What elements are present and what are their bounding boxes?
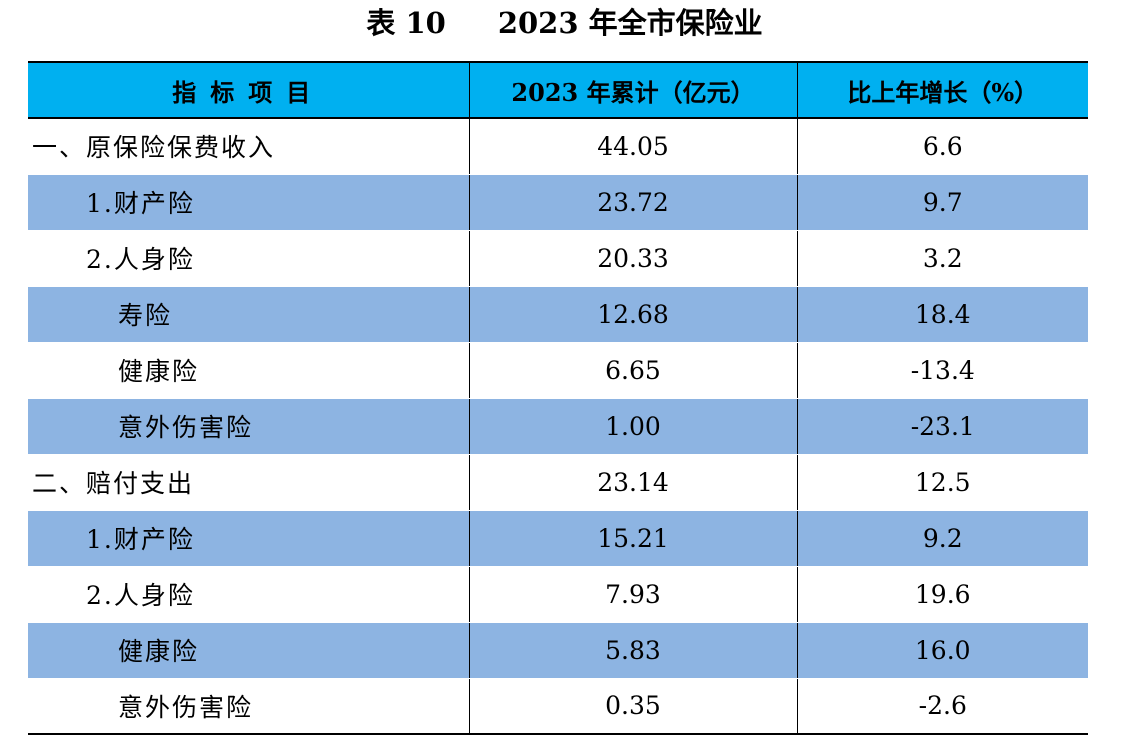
- header-row: 指标项目 2023 年累计（亿元） 比上年增长（%）: [28, 61, 1088, 119]
- table-title-text: 2023 年全市保险业: [497, 6, 763, 40]
- row-growth: 19.6: [796, 566, 1088, 623]
- row-item: 2.人身险: [28, 566, 469, 623]
- row-item: 意外伤害险: [28, 398, 469, 455]
- row-value: 15.21: [468, 510, 797, 567]
- table-row: 二、赔付支出 23.14 12.5: [28, 454, 1088, 511]
- table-row: 1.财产险 23.72 9.7: [28, 174, 1088, 231]
- row-item: 1.财产险: [28, 174, 469, 231]
- table-row: 意外伤害险 0.35 -2.6: [28, 678, 1088, 735]
- row-value: 1.00: [468, 398, 797, 455]
- row-value: 5.83: [468, 622, 797, 679]
- table-row: 2.人身险 7.93 19.6: [28, 566, 1088, 623]
- header-cumulative: 2023 年累计（亿元）: [468, 61, 797, 119]
- row-value: 6.65: [468, 342, 797, 399]
- row-growth: 6.6: [796, 118, 1088, 175]
- row-value: 0.35: [468, 678, 797, 735]
- row-item: 意外伤害险: [28, 678, 469, 735]
- table-row: 健康险 5.83 16.0: [28, 622, 1088, 679]
- table-row: 2.人身险 20.33 3.2: [28, 230, 1088, 287]
- table-row: 寿险 12.68 18.4: [28, 286, 1088, 343]
- insurance-table: 指标项目 2023 年累计（亿元） 比上年增长（%） 一、原保险保费收入 44.…: [28, 61, 1088, 735]
- row-growth: 12.5: [796, 454, 1088, 511]
- row-item: 1.财产险: [28, 510, 469, 567]
- row-item: 寿险: [28, 286, 469, 343]
- row-growth: 9.2: [796, 510, 1088, 567]
- row-value: 20.33: [468, 230, 797, 287]
- row-value: 44.05: [468, 118, 797, 175]
- row-item: 2.人身险: [28, 230, 469, 287]
- row-value: 12.68: [468, 286, 797, 343]
- table-title: 表 10 2023 年全市保险业: [0, 2, 1129, 44]
- row-growth: -23.1: [796, 398, 1088, 455]
- row-growth: 16.0: [796, 622, 1088, 679]
- row-growth: -2.6: [796, 678, 1088, 735]
- row-item: 健康险: [28, 622, 469, 679]
- row-growth: 18.4: [796, 286, 1088, 343]
- row-value: 23.14: [468, 454, 797, 511]
- row-item: 二、赔付支出: [28, 454, 469, 511]
- header-item: 指标项目: [28, 61, 469, 119]
- row-growth: -13.4: [796, 342, 1088, 399]
- row-item: 一、原保险保费收入: [28, 118, 469, 175]
- table-row: 意外伤害险 1.00 -23.1: [28, 398, 1088, 455]
- row-value: 23.72: [468, 174, 797, 231]
- table-row: 1.财产险 15.21 9.2: [28, 510, 1088, 567]
- table-row: 健康险 6.65 -13.4: [28, 342, 1088, 399]
- header-growth: 比上年增长（%）: [796, 61, 1088, 119]
- row-value: 7.93: [468, 566, 797, 623]
- row-growth: 9.7: [796, 174, 1088, 231]
- table-number: 表 10: [366, 6, 446, 40]
- row-item: 健康险: [28, 342, 469, 399]
- row-growth: 3.2: [796, 230, 1088, 287]
- table-row: 一、原保险保费收入 44.05 6.6: [28, 118, 1088, 175]
